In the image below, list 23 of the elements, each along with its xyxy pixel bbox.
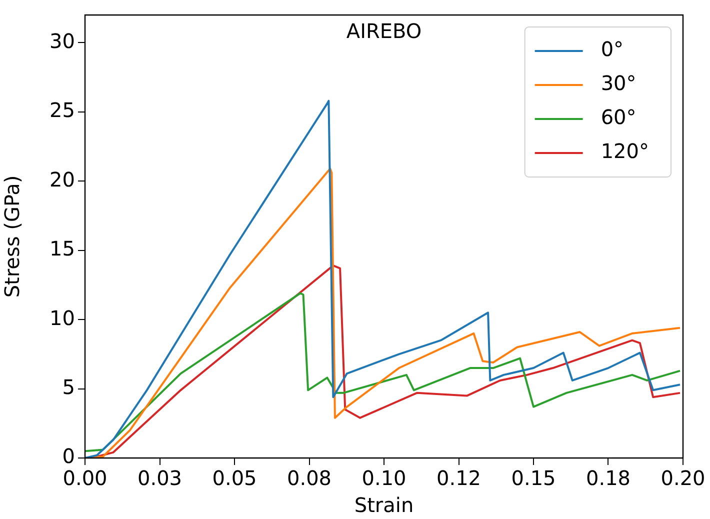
x-tick-label: 0.00 [62,466,108,490]
y-tick-label: 20 [50,167,75,192]
y-tick-label: 15 [50,236,75,261]
x-axis-title: Strain [354,493,414,518]
x-tick-label: 0.10 [362,466,406,490]
y-axis-title: Stress (GPa) [0,175,24,298]
x-tick-label: 0.05 [212,466,257,490]
x-tick-label: 0.12 [436,466,482,490]
y-tick-label: 25 [50,98,75,122]
x-tick-label: 0.15 [511,466,556,490]
legend-label: 30° [600,71,636,96]
y-tick-label: 30 [50,28,75,53]
y-tick-label: 0 [62,444,75,468]
x-tick-label: 0.18 [586,466,631,490]
x-tick-label: 0.08 [286,466,332,490]
legend-label: 0° [600,37,624,62]
chart-title: AIREBO [346,19,422,44]
x-tick-label: 0.03 [137,466,182,490]
x-tick-label: 0.20 [660,466,706,490]
y-tick-label: 10 [50,306,75,330]
y-tick-label: 5 [62,374,75,399]
legend-label: 60° [600,105,636,130]
legend-label: 120° [600,139,650,164]
